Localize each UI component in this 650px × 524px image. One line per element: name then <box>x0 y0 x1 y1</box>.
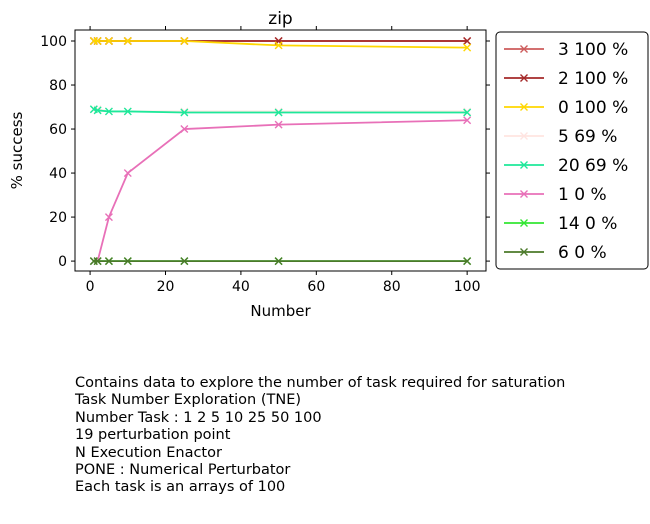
data-point <box>463 43 472 52</box>
legend-swatch-marker <box>520 190 528 198</box>
caption-line: PONE : Numerical Perturbator <box>75 462 291 479</box>
legend-entry: 1 0 % <box>504 185 607 205</box>
legend-swatch-marker <box>520 74 528 82</box>
legend-swatch-marker <box>520 161 528 169</box>
y-tick-label: 100 <box>40 34 67 50</box>
legend-swatch-marker <box>520 248 528 256</box>
data-point <box>274 108 283 117</box>
data-point <box>104 37 113 45</box>
legend-label: 6 0 % <box>558 243 607 263</box>
data-point <box>104 257 113 266</box>
legend: 3 100 % 2 100 % 0 100 % 5 69 % 20 69 % 1 0 % 1… <box>495 31 649 270</box>
y-tick-label: 20 <box>49 210 67 226</box>
legend-box <box>495 31 649 270</box>
chart-title: zip <box>268 9 292 29</box>
series-1-0 <box>89 116 472 266</box>
x-tick-label: 40 <box>232 279 250 295</box>
data-point <box>274 107 283 116</box>
x-tick-label: 60 <box>307 279 325 295</box>
caption-line: Each task is an arrays of 100 <box>75 479 286 496</box>
series-20-69 <box>89 105 472 117</box>
data-point <box>180 125 189 134</box>
legend-swatch-marker <box>520 45 528 53</box>
legend-entry: 6 0 % <box>504 243 607 263</box>
data-point <box>463 257 472 266</box>
data-point <box>463 116 472 125</box>
plot-frame <box>74 29 487 272</box>
legend-label: 20 69 % <box>558 156 628 176</box>
x-tick-label: 20 <box>157 279 175 295</box>
data-point <box>274 257 283 266</box>
data-point <box>180 257 189 266</box>
data-point <box>274 41 283 50</box>
data-point <box>123 257 132 266</box>
axes: 0 20 40 60 80 100 0 20 40 60 80 100 zip Number % succe… <box>8 9 490 320</box>
data-point <box>93 257 102 266</box>
data-point <box>93 37 102 45</box>
series-0-100 <box>89 37 472 52</box>
legend-entry: 20 69 % <box>504 156 628 176</box>
legend-label: 3 100 % <box>558 40 628 60</box>
data-point <box>180 108 189 117</box>
legend-entry: 0 100 % <box>504 98 628 118</box>
data-point <box>463 107 472 116</box>
data-point <box>93 106 102 115</box>
data-point <box>123 37 132 45</box>
legend-label: 0 100 % <box>558 98 628 118</box>
chart: 0 20 40 60 80 100 0 20 40 60 80 100 zip Number % succe… <box>8 9 649 320</box>
data-point <box>180 37 189 45</box>
series-line <box>93 119 468 262</box>
legend-swatch-marker <box>520 103 528 111</box>
legend-label: 14 0 % <box>558 214 617 234</box>
legend-entry: 3 100 % <box>504 40 628 60</box>
caption-line: Task Number Exploration (TNE) <box>75 392 302 409</box>
legend-entry: 14 0 % <box>504 214 617 234</box>
legend-label: 1 0 % <box>558 185 607 205</box>
data-point <box>104 107 113 116</box>
data-point <box>104 213 113 222</box>
x-tick-label: 80 <box>383 279 401 295</box>
series-layer <box>89 37 472 266</box>
data-point <box>180 107 189 116</box>
legend-entry: 2 100 % <box>504 69 628 89</box>
data-point <box>274 120 283 129</box>
y-tick-label: 80 <box>49 78 67 94</box>
x-tick-label: 100 <box>454 279 481 295</box>
caption-line: 19 perturbation point <box>75 427 231 444</box>
caption-line: Contains data to explore the number of t… <box>75 375 566 391</box>
legend-label: 2 100 % <box>558 69 628 89</box>
legend-swatch-marker <box>520 132 528 140</box>
caption-line: Number Task : 1 2 5 10 25 50 100 <box>75 409 322 426</box>
caption-line: N Execution Enactor <box>75 444 222 461</box>
series-6-0 <box>89 257 472 266</box>
data-point <box>463 37 472 45</box>
legend-label: 5 69 % <box>558 127 617 147</box>
data-point <box>123 169 132 178</box>
legend-swatch-marker <box>520 219 528 227</box>
y-tick-label: 60 <box>49 122 67 138</box>
data-point <box>123 107 132 116</box>
legend-entry: 5 69 % <box>504 127 617 147</box>
y-tick-label: 40 <box>49 166 67 182</box>
x-tick-label: 0 <box>86 279 95 295</box>
y-axis-label: % success <box>8 111 26 189</box>
x-axis-label: Number <box>250 302 311 320</box>
caption: Contains data to explore the number of t… <box>75 375 565 497</box>
y-tick-label: 0 <box>58 254 67 270</box>
data-point <box>463 108 472 117</box>
